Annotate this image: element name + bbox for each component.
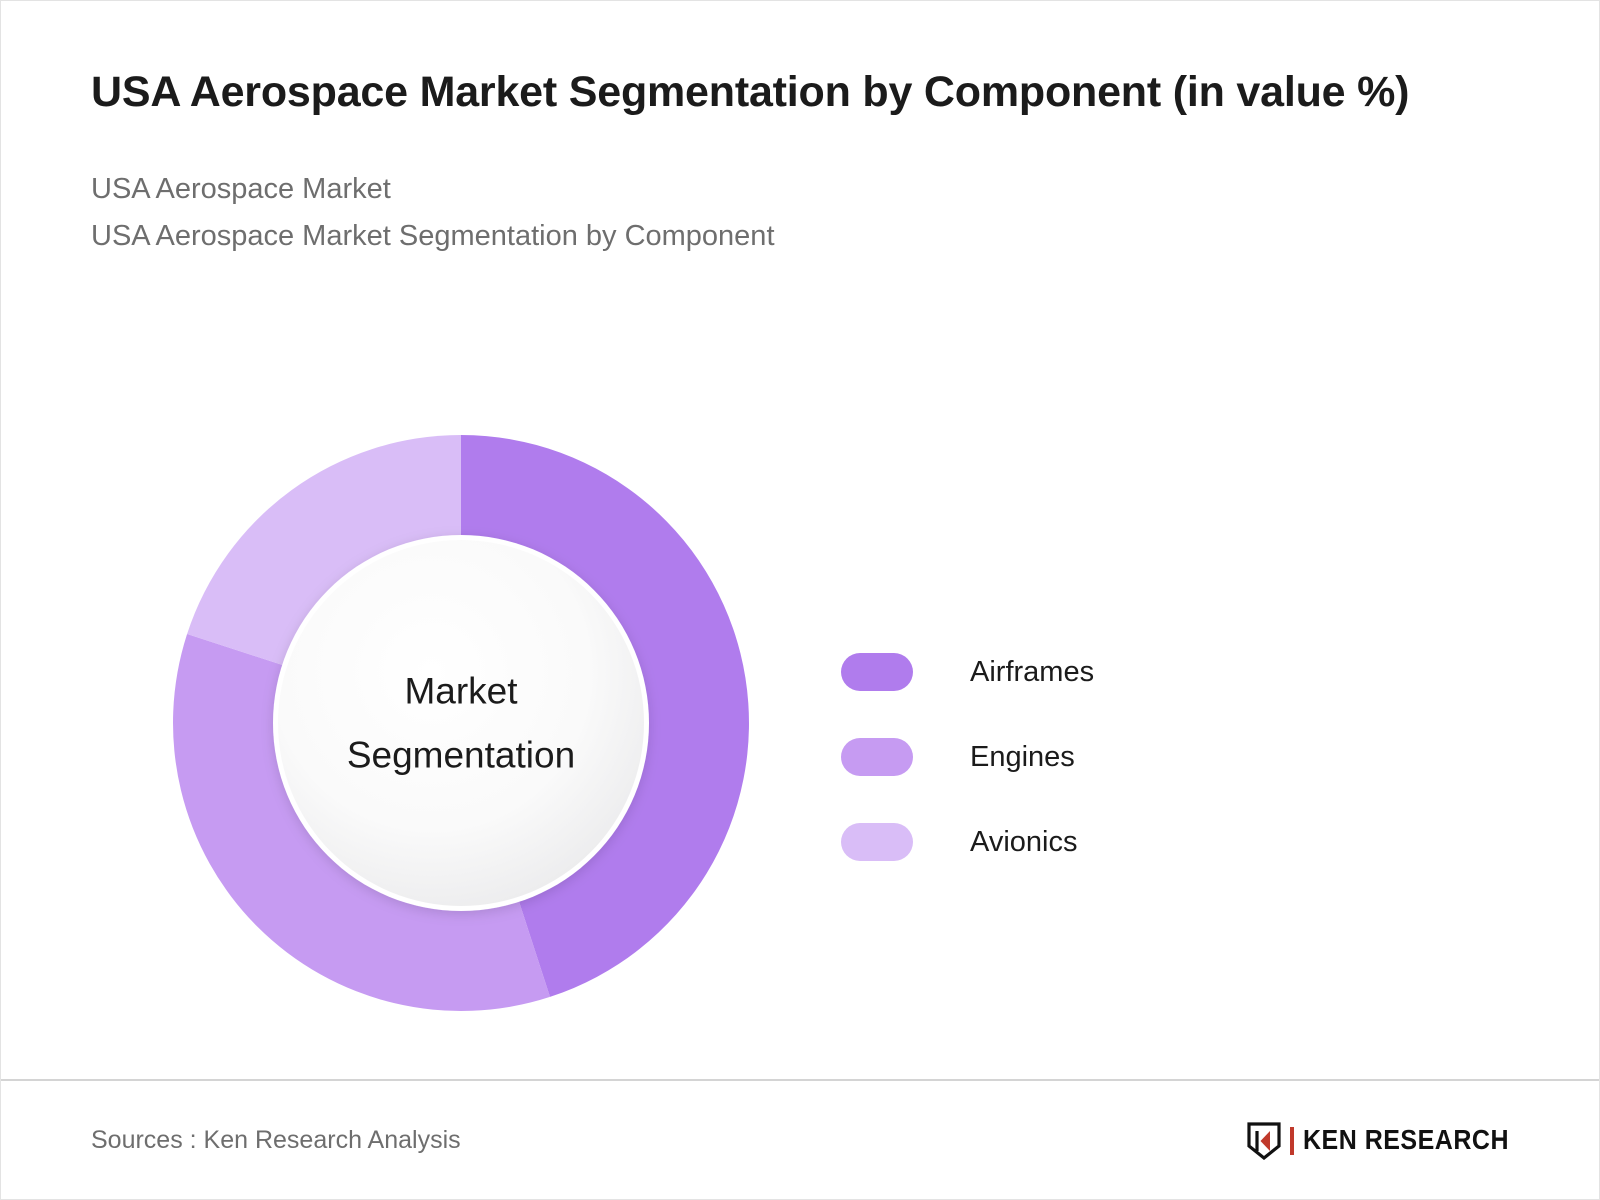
legend-swatch-engines — [841, 738, 913, 776]
legend-item-airframes[interactable]: Airframes — [841, 641, 1094, 703]
legend-swatch-airframes — [841, 653, 913, 691]
legend-label: Airframes — [970, 655, 1095, 688]
donut-svg — [173, 435, 749, 1011]
footer-divider — [1, 1079, 1599, 1081]
legend-label: Avionics — [970, 825, 1078, 858]
source-text: Sources : Ken Research Analysis — [91, 1126, 461, 1154]
chart-header: USA Aerospace Market Segmentation by Com… — [91, 63, 1471, 260]
legend-swatch-avionics — [841, 823, 913, 861]
legend-item-engines[interactable]: Engines — [841, 726, 1094, 788]
donut-hole — [278, 540, 644, 906]
footer: Sources : Ken Research Analysis KEN RESE… — [1, 1081, 1599, 1199]
legend-label: Engines — [970, 740, 1075, 773]
chart-legend: Airframes Engines Avionics — [841, 641, 1094, 873]
ken-shield-icon — [1247, 1121, 1281, 1160]
legend-item-avionics[interactable]: Avionics — [841, 811, 1094, 873]
chart-area: Market Segmentation Airframes Engines Avio… — [1, 401, 1599, 1061]
subtitle-line-segmentation: USA Aerospace Market Segmentation by Com… — [91, 220, 775, 253]
subtitle-line-market: USA Aerospace Market — [91, 173, 391, 206]
ken-research-logo: KEN RESEARCH — [1247, 1121, 1509, 1160]
donut-chart: Market Segmentation — [171, 433, 751, 1013]
logo-divider — [1289, 1126, 1294, 1155]
subtitle-block: USA Aerospace Market USA Aerospace Marke… — [91, 166, 1471, 260]
page-title: USA Aerospace Market Segmentation by Com… — [91, 68, 1410, 116]
brand-name: KEN RESEARCH — [1302, 1124, 1509, 1156]
